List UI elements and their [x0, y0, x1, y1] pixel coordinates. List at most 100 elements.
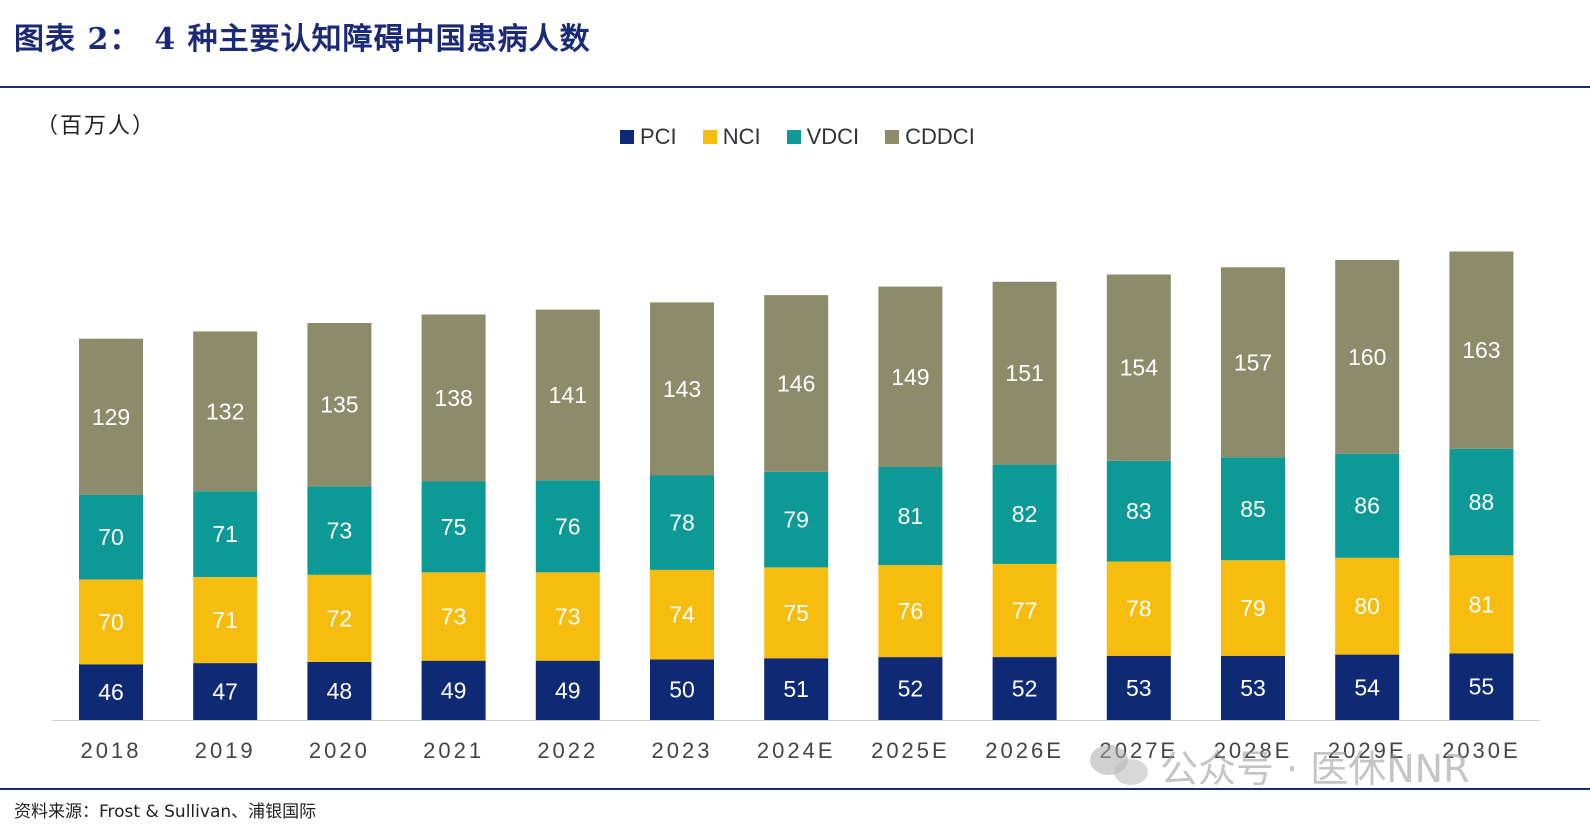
wechat-icon [1090, 743, 1150, 789]
data-label-pci-2022: 49 [555, 677, 581, 703]
x-tick-label-2018: 2018 [81, 738, 142, 763]
bar-pci-2025e [878, 657, 943, 720]
data-label-cddci-2026e: 151 [1005, 360, 1043, 386]
bar-nci-2029e [1335, 557, 1400, 655]
data-label-vdci-2024e: 79 [783, 507, 809, 533]
data-label-vdci-2018: 70 [98, 524, 124, 550]
data-label-pci-2023: 50 [669, 677, 695, 703]
bar-cddci-2022 [535, 309, 600, 481]
bar-vdci-2018 [79, 494, 143, 580]
data-label-vdci-2030e: 88 [1469, 489, 1495, 515]
bar-pci-2027e [1106, 655, 1171, 720]
data-label-nci-2026e: 77 [1012, 597, 1038, 623]
legend-label-cddci: CDDCI [905, 124, 975, 149]
data-label-cddci-2030e: 163 [1462, 337, 1500, 363]
x-tick-label-2023: 2023 [652, 738, 713, 763]
data-label-vdci-2027e: 83 [1126, 498, 1152, 524]
legend-swatch-vdci [786, 130, 801, 144]
x-tick-label-2026e: 2026E [985, 738, 1064, 763]
bar-nci-2023 [650, 569, 714, 660]
data-label-cddci-2028e: 157 [1234, 349, 1272, 375]
x-tick-label-2020: 2020 [309, 738, 370, 763]
bar-vdci-2027e [1106, 461, 1171, 562]
data-label-vdci-2029e: 86 [1354, 493, 1380, 519]
data-label-vdci-2019: 71 [212, 521, 238, 547]
data-label-vdci-2022: 76 [555, 513, 581, 539]
watermark: 公众号 · 医休NNR [1090, 738, 1470, 793]
bar-pci-2029e [1335, 654, 1400, 720]
bar-nci-2026e [992, 563, 1057, 657]
top-divider [0, 86, 1590, 88]
bar-nci-2022 [535, 572, 600, 661]
bar-cddci-2029e [1335, 260, 1400, 454]
data-label-pci-2019: 47 [212, 679, 238, 705]
bar-nci-2025e [878, 565, 943, 658]
data-label-pci-2024e: 51 [783, 676, 809, 702]
data-label-nci-2029e: 80 [1354, 593, 1380, 619]
x-tick-label-2030e: 2030E [1442, 738, 1521, 763]
x-tick-label-2024e: 2024E [757, 738, 836, 763]
data-label-pci-2021: 49 [441, 677, 467, 703]
data-label-vdci-2021: 75 [441, 514, 467, 540]
bottom-divider [0, 788, 1590, 790]
data-label-nci-2025e: 76 [898, 598, 924, 624]
bar-cddci-2025e [878, 286, 943, 467]
data-label-pci-2020: 48 [327, 678, 353, 704]
legend-item-nci: NCI [702, 124, 761, 150]
bar-nci-2019 [193, 577, 258, 664]
x-tick-label-2021: 2021 [423, 738, 484, 763]
x-tick-label-2029e: 2029E [1328, 738, 1407, 763]
bar-pci-2023 [650, 659, 714, 720]
data-label-vdci-2026e: 82 [1012, 501, 1038, 527]
bar-pci-2028e [1221, 655, 1285, 720]
figure-label: 图表 2： [14, 22, 141, 57]
stacked-bar-chart: 46 70 70 129 2018 47 71 71 132 2019 48 72 73 135 2020 4… [52, 251, 1540, 763]
bar-nci-2028e [1221, 560, 1285, 656]
data-label-nci-2020: 72 [327, 605, 353, 631]
bar-vdci-2028e [1221, 457, 1285, 561]
legend-item-pci: PCI [620, 124, 677, 150]
bar-pci-2018 [79, 664, 143, 720]
data-label-pci-2028e: 53 [1240, 675, 1266, 701]
data-label-cddci-2024e: 146 [777, 371, 815, 397]
bar-cddci-2024e [764, 295, 829, 472]
legend-swatch-cddci [885, 130, 900, 144]
data-label-cddci-2020: 135 [320, 392, 358, 418]
x-tick-label-2019: 2019 [195, 738, 256, 763]
data-label-cddci-2023: 143 [663, 376, 701, 402]
data-label-nci-2028e: 79 [1240, 595, 1266, 621]
chart-title: 4 种主要认知障碍中国患病人数 [154, 22, 591, 57]
data-label-cddci-2018: 129 [92, 404, 130, 430]
data-label-nci-2019: 71 [212, 607, 238, 633]
bar-cddci-2027e [1106, 274, 1171, 461]
bar-nci-2020 [307, 574, 372, 662]
bar-cddci-2019 [193, 331, 258, 492]
bar-vdci-2020 [307, 486, 372, 575]
legend-label-nci: NCI [722, 124, 761, 149]
data-label-pci-2018: 46 [98, 679, 124, 705]
bar-nci-2030e [1449, 555, 1514, 654]
data-label-cddci-2022: 141 [549, 382, 587, 408]
data-label-pci-2029e: 54 [1354, 674, 1380, 700]
bar-cddci-2026e [992, 281, 1057, 465]
legend-label-pci: PCI [640, 124, 677, 149]
data-label-nci-2018: 70 [98, 609, 124, 635]
x-tick-label-2022: 2022 [537, 738, 598, 763]
data-label-nci-2030e: 81 [1469, 591, 1495, 617]
bar-pci-2022 [535, 660, 600, 720]
legend-item-cddci: CDDCI [885, 124, 975, 150]
bar-vdci-2019 [193, 491, 258, 578]
data-label-nci-2027e: 78 [1126, 596, 1152, 622]
bar-nci-2024e [764, 567, 829, 659]
bar-vdci-2022 [535, 480, 600, 573]
bar-pci-2024e [764, 658, 829, 720]
bar-nci-2027e [1106, 561, 1171, 656]
unit-label: （百万人） [36, 114, 157, 139]
data-label-pci-2025e: 52 [898, 676, 924, 702]
bar-cddci-2028e [1221, 267, 1285, 458]
legend-swatch-pci [620, 130, 634, 144]
data-label-vdci-2028e: 85 [1240, 496, 1266, 522]
bar-vdci-2023 [650, 475, 714, 570]
data-label-pci-2026e: 52 [1012, 676, 1038, 702]
bar-vdci-2029e [1335, 453, 1400, 558]
